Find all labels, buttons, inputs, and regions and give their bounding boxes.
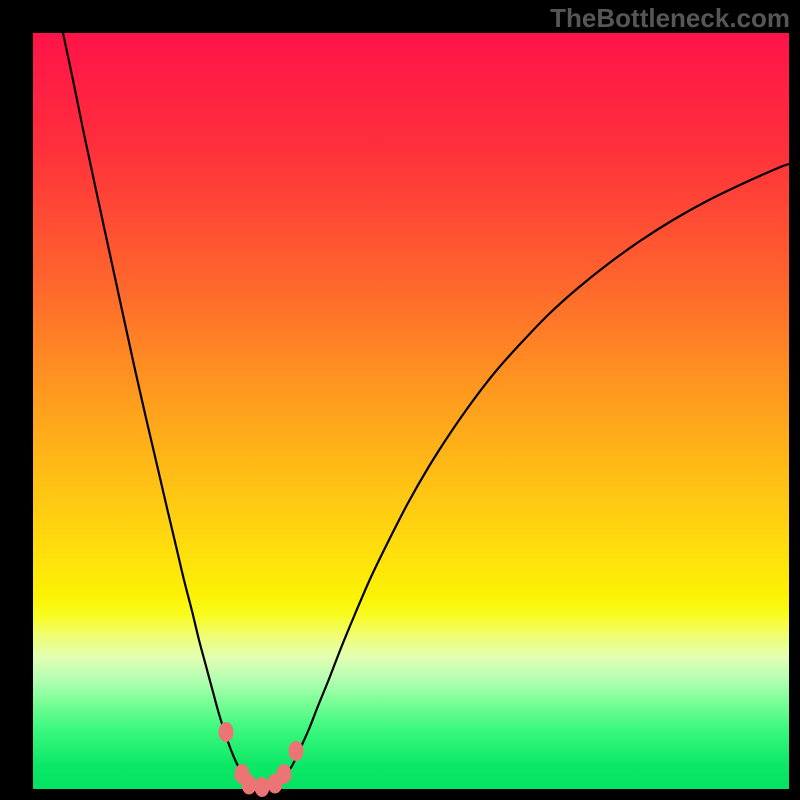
data-marker (277, 765, 291, 784)
data-marker (289, 742, 303, 761)
gradient-background (33, 33, 789, 789)
data-marker (219, 723, 233, 742)
data-marker (242, 775, 256, 794)
data-marker (255, 778, 269, 797)
watermark-text: TheBottleneck.com (550, 3, 790, 34)
chart-svg (0, 0, 800, 800)
